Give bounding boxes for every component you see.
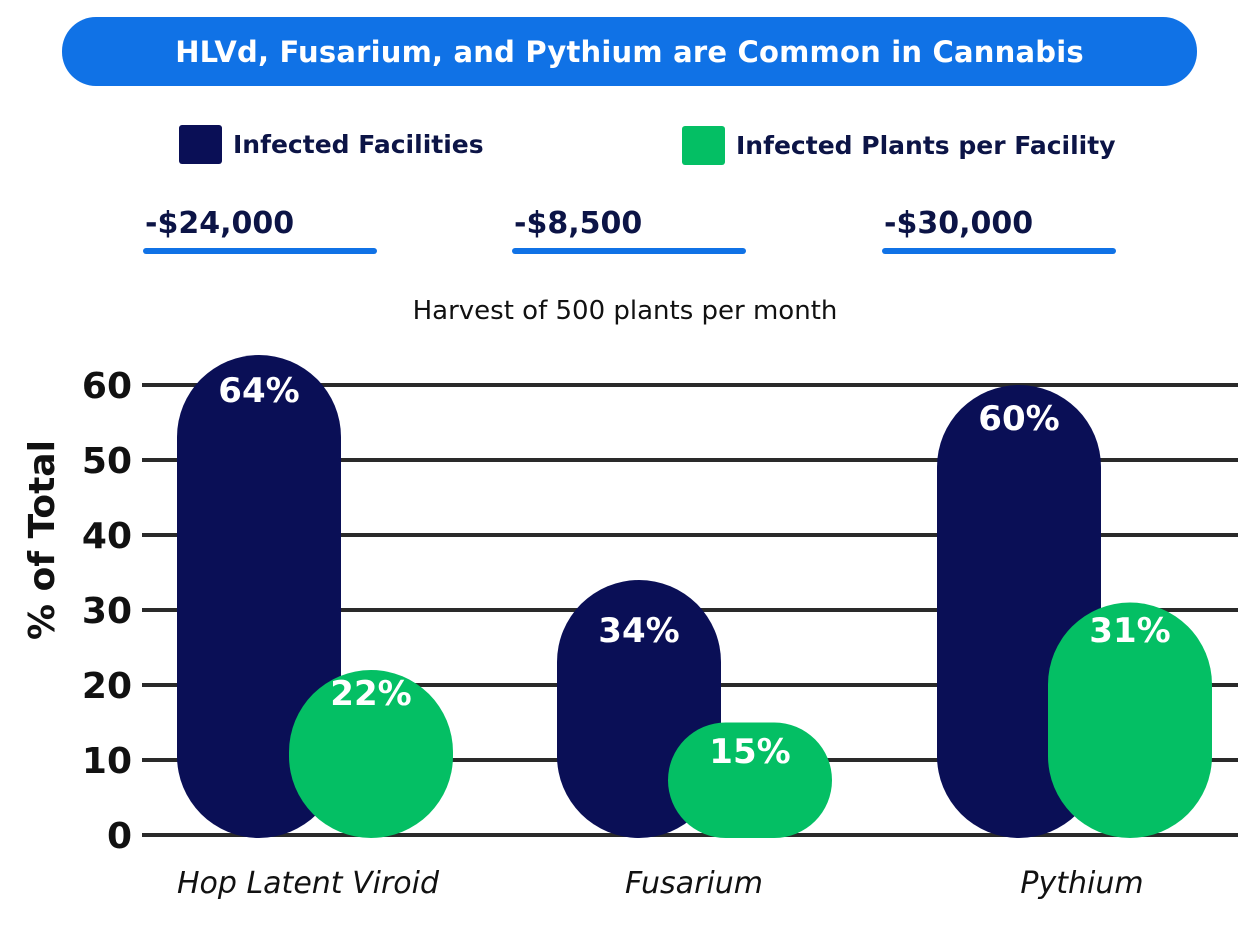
cost-value-pythium: -$30,000: [884, 206, 1034, 241]
cost-pythium: -$30,000: [882, 206, 1116, 254]
legend-swatch-infected-plants: [682, 126, 725, 165]
data-label-plants-pythium: 31%: [1089, 611, 1170, 651]
cost-hlvd: -$24,000: [143, 206, 377, 254]
y-tick-label-10: 10: [82, 741, 132, 782]
x-category-label-fusarium: Fusarium: [625, 866, 763, 901]
bar-plants-hlvd: [289, 670, 453, 838]
y-tick-label-50: 50: [82, 441, 132, 482]
y-tick-label-40: 40: [82, 516, 132, 557]
legend-swatch-infected-facilities: [179, 125, 222, 164]
data-label-plants-fusarium: 15%: [709, 732, 790, 772]
bar-plants-pythium: [1048, 602, 1212, 838]
x-category-label-hlvd: Hop Latent Viroid: [177, 866, 440, 901]
cost-fusarium: -$8,500: [512, 206, 746, 254]
y-tick-label-20: 20: [82, 666, 132, 707]
cost-underline-pythium: [882, 248, 1116, 254]
legend-label-infected-facilities: Infected Facilities: [233, 130, 484, 159]
cost-value-fusarium: -$8,500: [514, 206, 643, 241]
cost-underline-hlvd: [143, 248, 377, 254]
x-category-label-pythium: Pythium: [1020, 866, 1143, 901]
cost-value-hlvd: -$24,000: [145, 206, 295, 241]
legend-item-infected-plants: Infected Plants per Facility: [682, 126, 1116, 165]
y-tick-label-0: 0: [107, 816, 132, 857]
legend-item-infected-facilities: Infected Facilities: [179, 125, 484, 164]
data-label-facilities-fusarium: 34%: [598, 611, 679, 651]
cost-underline-fusarium: [512, 248, 746, 254]
data-label-facilities-hlvd: 64%: [218, 371, 299, 411]
chart-subtitle: Harvest of 500 plants per month: [412, 296, 838, 326]
data-label-facilities-pythium: 60%: [978, 399, 1059, 439]
data-label-plants-hlvd: 22%: [330, 674, 411, 714]
bar-plants-fusarium: [668, 722, 832, 838]
y-tick-label-30: 30: [82, 591, 132, 632]
y-axis-label: % of Total: [22, 440, 63, 640]
y-tick-label-60: 60: [82, 366, 132, 407]
legend-label-infected-plants: Infected Plants per Facility: [736, 131, 1116, 160]
chart-title-banner: HLVd, Fusarium, and Pythium are Common i…: [62, 17, 1197, 86]
chart-title: HLVd, Fusarium, and Pythium are Common i…: [175, 34, 1084, 69]
